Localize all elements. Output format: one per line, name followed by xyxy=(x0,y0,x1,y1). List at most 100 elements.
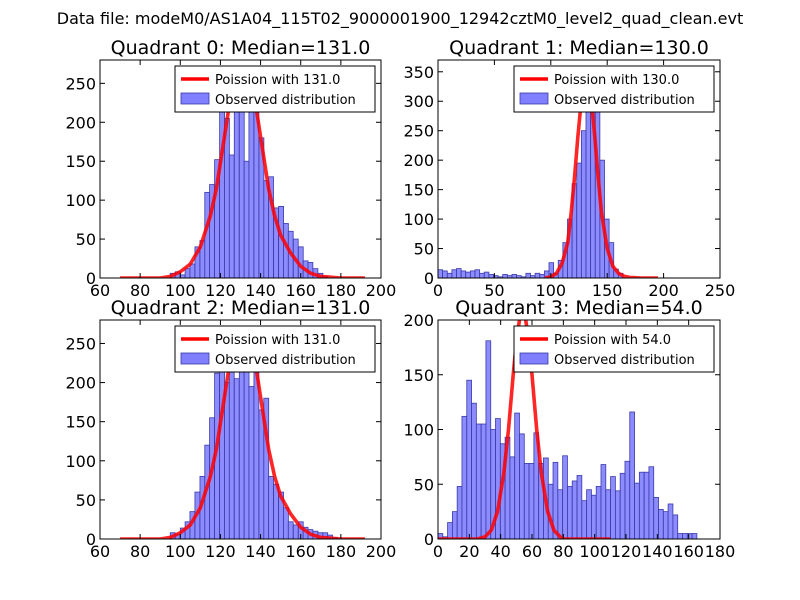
histogram-bar xyxy=(233,107,240,278)
poisson-curve-line xyxy=(438,320,611,539)
y-tick-label: 50 xyxy=(76,491,96,510)
y-tick-label: 100 xyxy=(403,421,434,440)
histogram-bar xyxy=(523,463,530,539)
legend-hist-label: Observed distribution xyxy=(554,93,695,108)
histogram-bar xyxy=(438,269,444,278)
histogram-bar xyxy=(634,482,640,539)
legend-curve-label: Poission with 130.0 xyxy=(554,73,679,88)
histogram-bar xyxy=(534,272,541,278)
y-tick-label: 200 xyxy=(65,113,96,132)
figure-suptitle: Data file: modeM0/AS1A04_115T02_90000019… xyxy=(57,9,743,29)
x-tick-label: 120 xyxy=(205,542,236,561)
legend: Poission with 54.0 Observed distribution xyxy=(513,325,715,373)
legend-curve-label: Poission with 131.0 xyxy=(215,333,340,348)
histogram-bar xyxy=(576,475,583,539)
x-tick-label: 200 xyxy=(366,281,397,300)
histogram-bar xyxy=(610,476,616,539)
histogram-bar xyxy=(528,463,535,539)
histogram-bar xyxy=(672,514,679,539)
histogram-bars xyxy=(169,343,338,539)
histogram-bar xyxy=(456,268,462,278)
histogram-bar xyxy=(483,271,490,278)
x-tick-label: 150 xyxy=(592,281,623,300)
histogram-bar xyxy=(595,486,602,539)
y-tick-label: 50 xyxy=(414,475,434,494)
histogram-bar xyxy=(658,509,664,539)
y-tick-label: 50 xyxy=(76,230,96,249)
histogram-bar xyxy=(509,456,516,539)
x-tick-label: 140 xyxy=(642,542,673,561)
x-tick-label: 0 xyxy=(433,542,443,561)
histogram-bar xyxy=(667,503,674,539)
legend-hist-swatch xyxy=(180,92,210,105)
histogram-bar xyxy=(243,344,250,539)
x-tick-label: 100 xyxy=(579,542,610,561)
panel-title: Quadrant 2: Median=131.0 xyxy=(111,297,371,319)
x-tick-label: 40 xyxy=(490,542,510,561)
histogram-bar xyxy=(475,423,482,539)
y-tick-label: 0 xyxy=(424,269,434,288)
histogram-bar xyxy=(557,489,564,539)
histogram-bar xyxy=(480,423,487,539)
histogram-bar xyxy=(263,180,270,278)
histogram-bar xyxy=(614,490,621,539)
histogram-bar xyxy=(283,507,289,539)
y-tick-label: 250 xyxy=(403,122,434,141)
histogram-bar xyxy=(248,86,255,278)
histogram-bar xyxy=(184,268,191,278)
histogram-bar xyxy=(238,102,245,278)
histogram-bar xyxy=(576,162,582,278)
histogram-bar xyxy=(502,274,508,278)
y-tick-label: 200 xyxy=(65,374,96,393)
x-tick-label: 50 xyxy=(484,281,504,300)
quadrant-0-panel: Quadrant 0: Median=131.0 60 80 100 120 140 160… xyxy=(65,37,396,300)
x-tick-label: 60 xyxy=(522,542,542,561)
histogram-bar xyxy=(287,521,294,539)
x-tick-label: 60 xyxy=(90,281,110,300)
legend-hist-label: Observed distribution xyxy=(554,353,695,368)
legend: Poission with 131.0 Observed distribution xyxy=(174,65,376,113)
histogram-bar xyxy=(479,272,485,278)
histogram-bar xyxy=(653,496,659,539)
histogram-bar xyxy=(447,522,453,539)
histogram-bar xyxy=(511,274,518,278)
histogram-bar xyxy=(451,511,458,539)
quadrant-2-panel: Quadrant 2: Median=131.0 60 80 100 120 140 160… xyxy=(65,297,396,561)
histogram-bar xyxy=(539,274,545,278)
histogram-bar xyxy=(591,494,597,539)
legend-hist-swatch xyxy=(180,352,210,365)
x-tick-label: 250 xyxy=(705,281,736,300)
y-tick-label: 150 xyxy=(65,152,96,171)
y-tick-label: 350 xyxy=(403,63,434,82)
x-tick-label: 120 xyxy=(205,281,236,300)
histogram-bar xyxy=(228,154,235,278)
histogram-bar xyxy=(451,269,457,278)
histogram-bar xyxy=(189,263,196,278)
y-tick-label: 300 xyxy=(403,92,434,111)
x-tick-label: 180 xyxy=(326,542,357,561)
histogram-bar xyxy=(248,386,255,539)
y-tick-label: 200 xyxy=(403,151,434,170)
legend-hist-swatch xyxy=(519,352,549,365)
histogram-bar xyxy=(624,460,631,539)
y-tick-label: 0 xyxy=(86,530,96,549)
histogram-bar xyxy=(263,397,270,539)
histogram-bar xyxy=(571,480,578,539)
histogram-bar xyxy=(466,379,472,539)
x-tick-label: 140 xyxy=(245,281,276,300)
histogram-bar xyxy=(469,270,476,278)
y-tick-label: 0 xyxy=(424,530,434,549)
x-tick-label: 160 xyxy=(285,542,316,561)
y-tick-label: 0 xyxy=(86,269,96,288)
histogram-bar xyxy=(682,533,688,539)
x-tick-label: 100 xyxy=(165,281,196,300)
histogram-bar xyxy=(605,489,611,539)
histogram-bar xyxy=(562,455,568,539)
legend: Poission with 130.0 Observed distribution xyxy=(513,65,715,113)
panel-title: Quadrant 3: Median=54.0 xyxy=(455,297,703,319)
y-tick-label: 100 xyxy=(403,210,434,229)
histogram-bar xyxy=(456,486,463,539)
y-tick-label: 100 xyxy=(65,191,96,210)
x-tick-label: 140 xyxy=(245,542,276,561)
legend-curve-label: Poission with 131.0 xyxy=(215,73,340,88)
